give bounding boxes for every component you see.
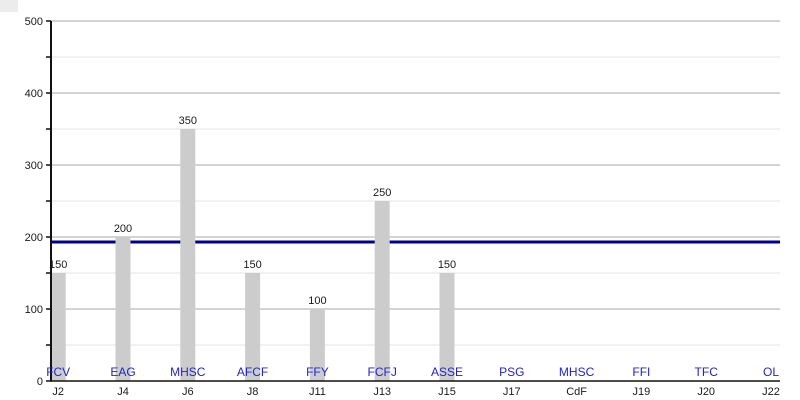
bar xyxy=(180,129,196,381)
value-label: 350 xyxy=(179,115,197,127)
x-axis-label: J13 xyxy=(373,386,391,398)
team-label: ASSE xyxy=(431,365,463,379)
team-label: MHSC xyxy=(170,365,206,379)
y-axis-label: 300 xyxy=(25,160,43,172)
x-axis-label: J6 xyxy=(182,386,194,398)
team-label: PSG xyxy=(499,365,524,379)
bar xyxy=(115,237,131,381)
team-label: FCFJ xyxy=(368,365,397,379)
team-label: FFI xyxy=(632,365,650,379)
team-label: MHSC xyxy=(559,365,595,379)
team-label: EAG xyxy=(110,365,135,379)
y-axis-label: 0 xyxy=(37,376,43,388)
value-label: 150 xyxy=(438,259,456,271)
team-label: OL xyxy=(763,365,779,379)
value-label: 150 xyxy=(243,259,261,271)
value-label: 100 xyxy=(308,295,326,307)
x-axis-label: J2 xyxy=(52,386,64,398)
x-axis-label: J8 xyxy=(247,386,259,398)
team-label: FCV xyxy=(46,365,70,379)
value-label: 200 xyxy=(114,223,132,235)
bar xyxy=(309,309,325,381)
x-axis-label: J4 xyxy=(117,386,129,398)
x-axis-label: J11 xyxy=(309,386,326,398)
team-label: FFY xyxy=(306,365,329,379)
corner-artifact xyxy=(0,0,18,12)
y-axis-label: 500 xyxy=(25,16,43,28)
bar xyxy=(439,273,455,381)
value-label: 150 xyxy=(49,259,67,271)
team-label: TFC xyxy=(695,365,719,379)
bar xyxy=(50,273,66,381)
y-axis-label: 400 xyxy=(25,88,43,100)
y-axis-label: 100 xyxy=(25,304,43,316)
bar xyxy=(374,201,390,381)
team-label: AFCF xyxy=(237,365,268,379)
x-axis-label: J19 xyxy=(633,386,651,398)
y-axis-label: 200 xyxy=(25,232,43,244)
x-axis-label: J22 xyxy=(762,386,780,398)
x-axis-label: J15 xyxy=(438,386,456,398)
value-label: 250 xyxy=(373,187,391,199)
x-axis-label: J17 xyxy=(503,386,521,398)
x-axis-label: CdF xyxy=(566,386,587,398)
x-axis-label: J20 xyxy=(697,386,715,398)
bar xyxy=(245,273,261,381)
